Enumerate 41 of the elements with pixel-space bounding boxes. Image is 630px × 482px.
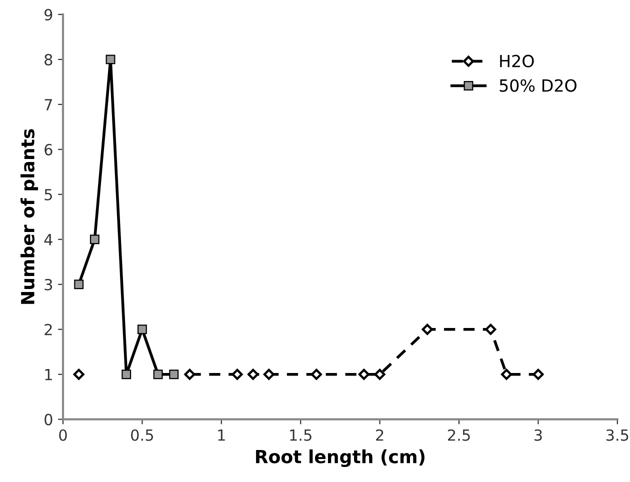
point bbox=[422, 324, 433, 335]
x-tick-label: 3.5 bbox=[606, 429, 628, 441]
point bbox=[169, 370, 179, 380]
y-tick-label: 0 bbox=[44, 414, 52, 426]
point bbox=[232, 368, 243, 380]
y-tick-label: 8 bbox=[44, 54, 52, 66]
point bbox=[485, 324, 496, 335]
x-tick-label: 0.5 bbox=[131, 429, 154, 441]
point bbox=[74, 280, 84, 290]
y-tick-label: 6 bbox=[44, 144, 52, 156]
point bbox=[358, 368, 370, 380]
point bbox=[263, 368, 274, 380]
y-tick-label: 4 bbox=[44, 234, 52, 246]
x-tick-label: 3 bbox=[534, 429, 542, 441]
y-tick-label: 9 bbox=[44, 8, 52, 20]
point bbox=[248, 368, 259, 380]
point bbox=[106, 54, 116, 64]
x-tick-label: 1 bbox=[218, 430, 225, 441]
point bbox=[532, 368, 544, 380]
y-axis-title: Number of plants bbox=[20, 129, 38, 304]
legend-label: H2O bbox=[500, 54, 534, 68]
y-tick-label: 2 bbox=[44, 324, 52, 336]
point bbox=[137, 324, 147, 334]
point bbox=[73, 368, 84, 380]
point bbox=[310, 368, 322, 380]
x-tick-label: 1.5 bbox=[290, 430, 312, 441]
point bbox=[90, 234, 100, 244]
x-tick-label: 0 bbox=[59, 429, 67, 441]
y-tick-label: 5 bbox=[44, 189, 52, 200]
x-axis-title: Root length (cm) bbox=[256, 449, 424, 468]
legend-label: 50% D2O bbox=[500, 79, 576, 92]
point bbox=[184, 368, 196, 380]
y-tick-label: 7 bbox=[44, 99, 52, 110]
y-tick-label: 1 bbox=[45, 369, 52, 380]
x-tick-label: 2.5 bbox=[448, 429, 470, 441]
point bbox=[500, 368, 512, 380]
point bbox=[153, 370, 163, 380]
point bbox=[374, 368, 386, 380]
x-tick-label: 2 bbox=[376, 429, 384, 441]
point bbox=[122, 370, 132, 380]
y-tick-label: 3 bbox=[44, 278, 52, 290]
